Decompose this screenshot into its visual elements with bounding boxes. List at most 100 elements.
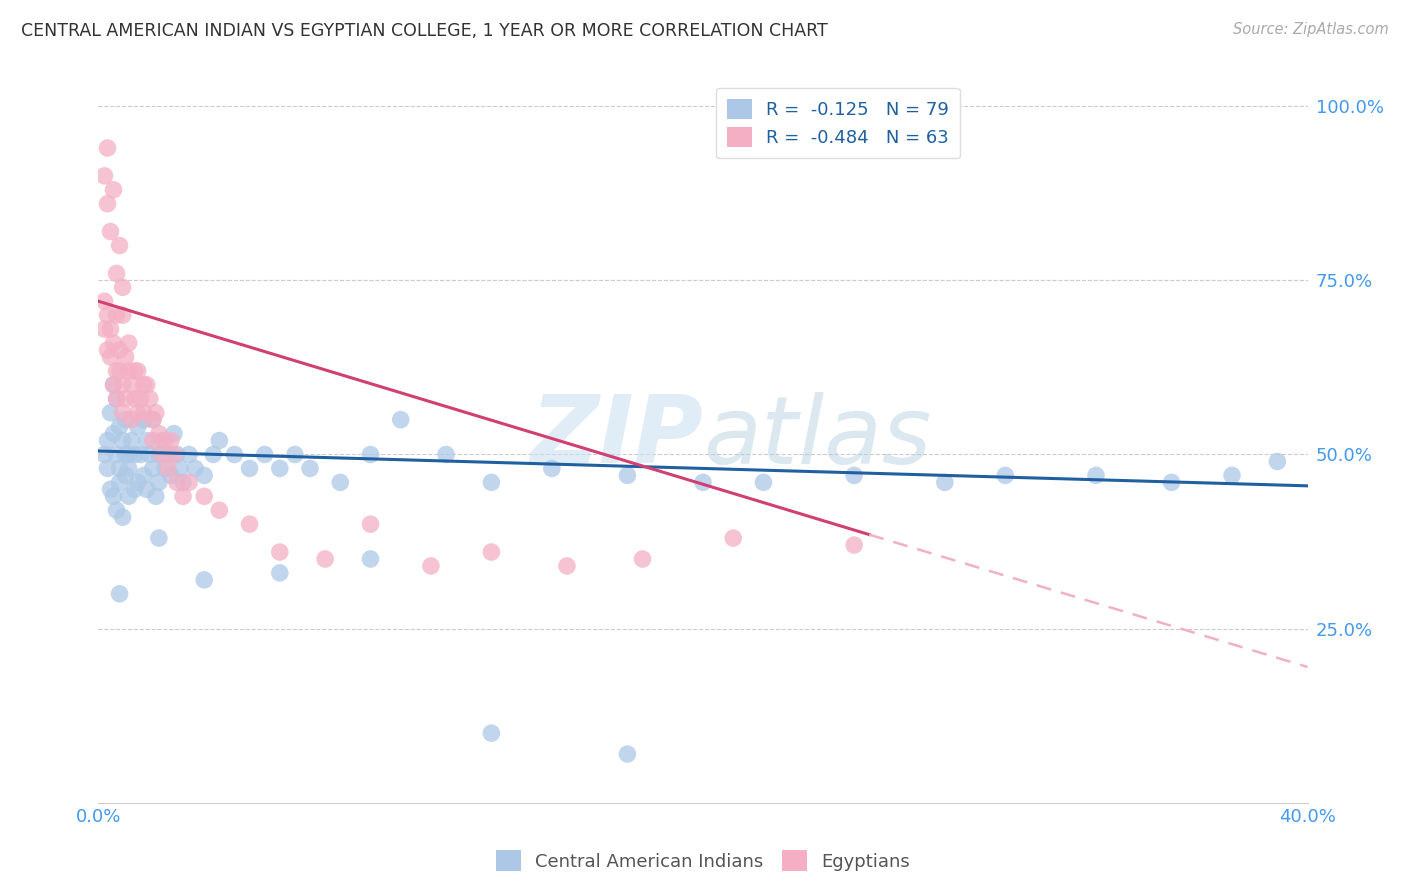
Point — [142, 412, 165, 426]
Point — [145, 489, 167, 503]
Point — [148, 426, 170, 441]
Point — [540, 461, 562, 475]
Point — [139, 448, 162, 462]
Point — [481, 545, 503, 559]
Point — [111, 434, 134, 448]
Point — [124, 483, 146, 497]
Point — [103, 489, 125, 503]
Point — [108, 364, 131, 378]
Point — [100, 483, 122, 497]
Point — [105, 266, 128, 280]
Point — [108, 419, 131, 434]
Point — [135, 434, 157, 448]
Point — [100, 322, 122, 336]
Point — [145, 406, 167, 420]
Point — [118, 448, 141, 462]
Point — [103, 377, 125, 392]
Point — [166, 475, 188, 490]
Point — [93, 448, 115, 462]
Point — [114, 412, 136, 426]
Point — [114, 392, 136, 406]
Point — [299, 461, 322, 475]
Point — [93, 294, 115, 309]
Point — [111, 406, 134, 420]
Point — [124, 392, 146, 406]
Point — [103, 336, 125, 351]
Point — [108, 238, 131, 252]
Point — [111, 510, 134, 524]
Point — [253, 448, 276, 462]
Point — [555, 558, 578, 573]
Point — [121, 412, 143, 426]
Legend: R =  -0.125   N = 79, R =  -0.484   N = 63: R = -0.125 N = 79, R = -0.484 N = 63 — [716, 87, 960, 158]
Point — [96, 141, 118, 155]
Point — [105, 308, 128, 322]
Point — [389, 412, 412, 426]
Point — [269, 461, 291, 475]
Point — [284, 448, 307, 462]
Point — [135, 483, 157, 497]
Point — [150, 448, 173, 462]
Point — [481, 726, 503, 740]
Point — [1267, 454, 1289, 468]
Point — [616, 468, 638, 483]
Point — [100, 225, 122, 239]
Point — [184, 461, 207, 475]
Point — [124, 448, 146, 462]
Point — [103, 377, 125, 392]
Point — [934, 475, 956, 490]
Text: atlas: atlas — [703, 392, 931, 483]
Point — [631, 552, 654, 566]
Point — [360, 448, 382, 462]
Point — [100, 406, 122, 420]
Point — [135, 377, 157, 392]
Point — [93, 322, 115, 336]
Point — [616, 747, 638, 761]
Point — [96, 343, 118, 357]
Point — [434, 448, 457, 462]
Point — [193, 573, 215, 587]
Point — [166, 448, 188, 462]
Point — [114, 468, 136, 483]
Point — [121, 434, 143, 448]
Point — [108, 461, 131, 475]
Point — [179, 448, 201, 462]
Point — [111, 308, 134, 322]
Text: ZIP: ZIP — [530, 391, 703, 483]
Point — [752, 475, 775, 490]
Point — [132, 377, 155, 392]
Point — [208, 503, 231, 517]
Point — [108, 475, 131, 490]
Point — [172, 475, 194, 490]
Point — [96, 308, 118, 322]
Point — [114, 448, 136, 462]
Point — [156, 448, 179, 462]
Point — [172, 489, 194, 503]
Point — [118, 336, 141, 351]
Point — [1085, 468, 1108, 483]
Point — [179, 475, 201, 490]
Point — [239, 461, 262, 475]
Point — [142, 461, 165, 475]
Point — [118, 364, 141, 378]
Point — [202, 448, 225, 462]
Point — [121, 377, 143, 392]
Point — [127, 475, 149, 490]
Point — [129, 392, 152, 406]
Point — [142, 434, 165, 448]
Point — [142, 412, 165, 426]
Point — [994, 468, 1017, 483]
Point — [124, 364, 146, 378]
Point — [150, 434, 173, 448]
Point — [420, 558, 443, 573]
Text: CENTRAL AMERICAN INDIAN VS EGYPTIAN COLLEGE, 1 YEAR OR MORE CORRELATION CHART: CENTRAL AMERICAN INDIAN VS EGYPTIAN COLL… — [21, 22, 828, 40]
Point — [129, 448, 152, 462]
Point — [118, 461, 141, 475]
Point — [105, 448, 128, 462]
Legend: Central American Indians, Egyptians: Central American Indians, Egyptians — [488, 843, 918, 879]
Point — [132, 468, 155, 483]
Point — [156, 461, 179, 475]
Point — [723, 531, 745, 545]
Point — [127, 406, 149, 420]
Point — [108, 587, 131, 601]
